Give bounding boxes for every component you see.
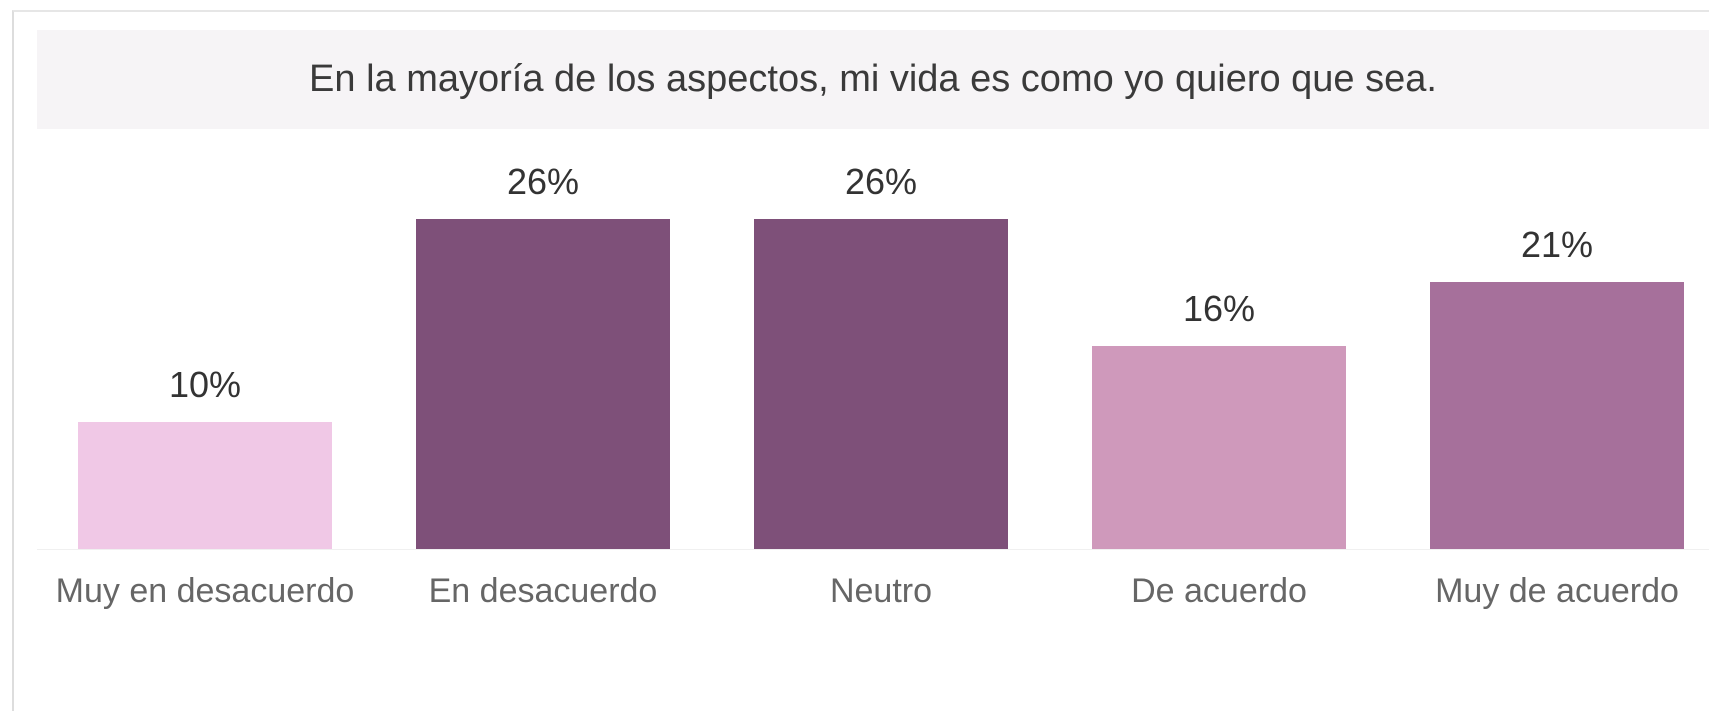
data-label: 26%	[506, 160, 580, 202]
data-label: 21%	[1520, 224, 1594, 266]
bar	[416, 218, 670, 549]
x-tick-label: Muy en desacuerdo	[55, 572, 355, 610]
card	[12, 10, 1709, 711]
bar	[1092, 345, 1346, 549]
data-label: 10%	[168, 364, 242, 405]
x-tick-label: Muy de acuerdo	[1435, 572, 1679, 610]
bar	[1430, 282, 1684, 549]
chart-title: En la mayoría de los aspectos, mi vida e…	[37, 30, 1709, 129]
baseline	[37, 549, 1709, 550]
data-label: 26%	[844, 160, 918, 202]
data-label: 16%	[1182, 287, 1256, 329]
x-tick-label: Neutro	[829, 572, 933, 610]
x-tick-label: En desacuerdo	[428, 572, 658, 610]
bar	[754, 218, 1008, 549]
bar	[78, 422, 332, 549]
x-tick-label: De acuerdo	[1131, 572, 1307, 610]
